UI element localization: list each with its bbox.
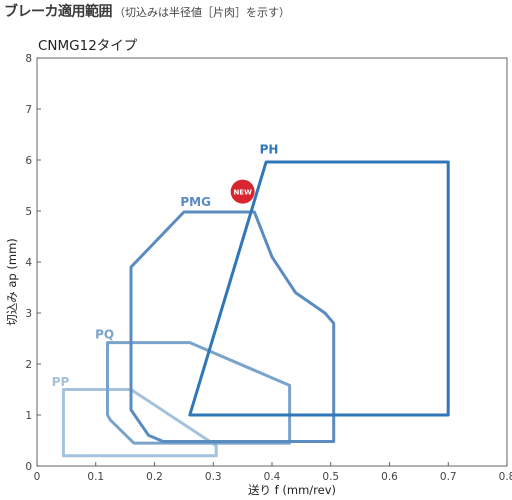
series-label-pmg: PMG <box>180 195 211 209</box>
x-tick-label: 0.7 <box>440 471 457 483</box>
x-tick-label: 0 <box>34 471 41 483</box>
region-ph <box>188 160 450 417</box>
x-tick-label: 0.3 <box>205 471 222 483</box>
x-axis-title: 送り f (mm/rev) <box>248 483 336 497</box>
page-title: ブレーカ適用範囲 （切込みは半径値［片肉］を示す） <box>4 1 290 21</box>
new-badge <box>230 179 255 204</box>
page-title-main: ブレーカ適用範囲 <box>4 4 113 20</box>
y-tick-label: 6 <box>25 155 32 167</box>
y-tick-label: 3 <box>25 308 32 320</box>
y-tick-label: 1 <box>25 410 32 422</box>
series-labels: PP PQ PMG PH <box>52 142 279 389</box>
region-pmg <box>129 210 336 443</box>
region-pq <box>106 341 292 445</box>
y-tick-label: 0 <box>25 461 32 473</box>
new-badge-label: NEW <box>233 189 252 197</box>
series-label-ph: PH <box>260 142 279 156</box>
y-tick-label: 5 <box>25 206 32 218</box>
y-axis-title: 切込み ap (mm) <box>5 238 19 326</box>
region-pp <box>61 388 218 458</box>
x-tick-label: 0.5 <box>322 471 339 483</box>
series-label-pp: PP <box>52 375 70 389</box>
x-tick-label: 0.6 <box>381 471 398 483</box>
y-tick-label: 8 <box>25 53 32 65</box>
x-tick-label: 0.4 <box>264 471 281 483</box>
series-label-pq: PQ <box>95 328 114 342</box>
x-tick-label: 0.8 <box>499 471 512 483</box>
y-tick-label: 2 <box>25 359 32 371</box>
x-tick-label: 0.1 <box>87 471 104 483</box>
breaker-regions <box>61 160 450 458</box>
y-tick-label: 7 <box>25 104 32 116</box>
annotations: NEW <box>230 179 255 204</box>
x-tick-label: 0.2 <box>146 471 163 483</box>
chart-title: CNMG12タイプ <box>38 38 138 54</box>
axis-ticks: 0 0.1 0.2 0.3 0.4 0.5 0.6 0.7 0.8 0 1 2 3 4 5 6 7 8 <box>25 53 512 483</box>
y-tick-label: 4 <box>25 257 32 269</box>
page-title-note: （切込みは半径値［片肉］を示す） <box>114 6 290 19</box>
